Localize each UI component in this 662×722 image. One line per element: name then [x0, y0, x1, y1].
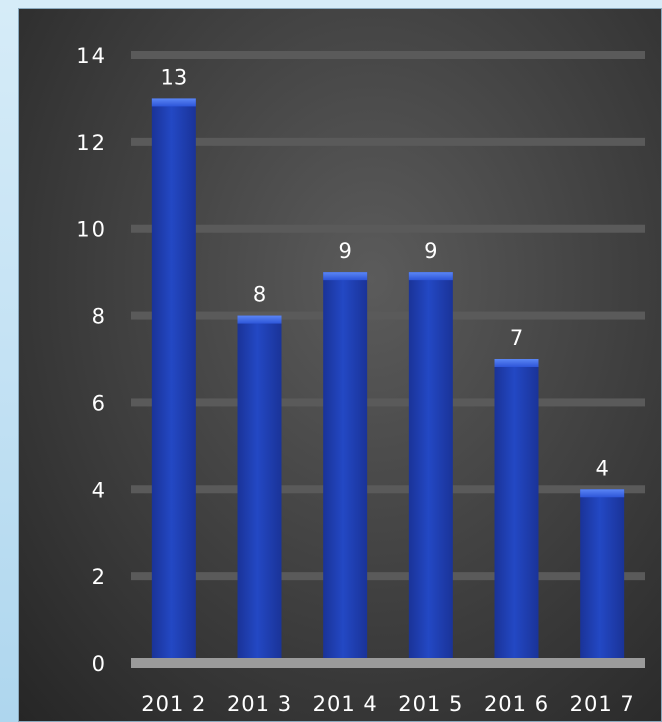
x-axis-ticks: 201 2 201 3 201 4 201 5 201 6 201 7	[141, 692, 635, 716]
data-label: 9	[338, 239, 351, 263]
x-tick-label: 201 2	[141, 692, 206, 716]
y-tick-label: 10	[76, 218, 107, 242]
y-tick-label: 4	[92, 478, 107, 502]
gridline	[131, 572, 645, 581]
y-tick-label: 14	[76, 44, 107, 68]
x-tick-label: 201 4	[313, 692, 378, 716]
data-label: 9	[424, 239, 437, 263]
bar-chart: 0 2 4 6 8 10 12 14 13 8 9 9 7 4 201 2 201 3 201 4 201 5…	[76, 44, 645, 716]
gridlines	[131, 51, 645, 668]
bar-2015	[408, 272, 453, 658]
gridline	[131, 51, 645, 59]
gridline	[131, 398, 645, 407]
gridline	[131, 137, 645, 146]
data-label: 4	[595, 456, 608, 480]
x-tick-label: 201 7	[570, 692, 635, 716]
gridline	[131, 224, 645, 233]
bar-2016	[494, 359, 539, 658]
bar-cap	[323, 272, 368, 281]
bar-cap	[494, 359, 539, 367]
y-tick-label: 12	[76, 131, 107, 155]
bar-2013	[237, 315, 282, 658]
y-axis-ticks: 0 2 4 6 8 10 12 14	[76, 44, 107, 676]
gridline	[131, 485, 645, 494]
x-tick-label: 201 3	[227, 692, 292, 716]
bar-cap	[237, 315, 282, 324]
gridline	[131, 311, 645, 320]
x-axis-baseline	[131, 658, 645, 668]
bar-2014	[323, 272, 368, 658]
bar-cap	[580, 489, 625, 498]
data-labels: 13 8 9 9 7 4	[160, 65, 608, 480]
x-tick-label: 201 6	[484, 692, 549, 716]
y-tick-label: 6	[92, 391, 107, 415]
x-tick-label: 201 5	[398, 692, 463, 716]
bar	[151, 98, 196, 658]
bar	[237, 315, 282, 658]
bar-cap	[151, 98, 196, 107]
data-label: 7	[510, 326, 523, 350]
bar-cap	[408, 272, 453, 281]
bar	[580, 489, 625, 658]
bar-2017	[580, 489, 625, 658]
bars	[151, 98, 625, 658]
chart-frame: 0 2 4 6 8 10 12 14 13 8 9 9 7 4 201 2 201 3 201 4 201 5…	[18, 8, 662, 722]
data-label: 8	[253, 283, 266, 307]
y-tick-label: 8	[92, 305, 107, 329]
y-tick-label: 0	[92, 652, 107, 676]
bar-2012	[151, 98, 196, 658]
bar	[323, 272, 368, 658]
data-label: 13	[160, 65, 187, 89]
y-tick-label: 2	[92, 565, 107, 589]
bar	[494, 359, 539, 658]
bar	[408, 272, 453, 658]
